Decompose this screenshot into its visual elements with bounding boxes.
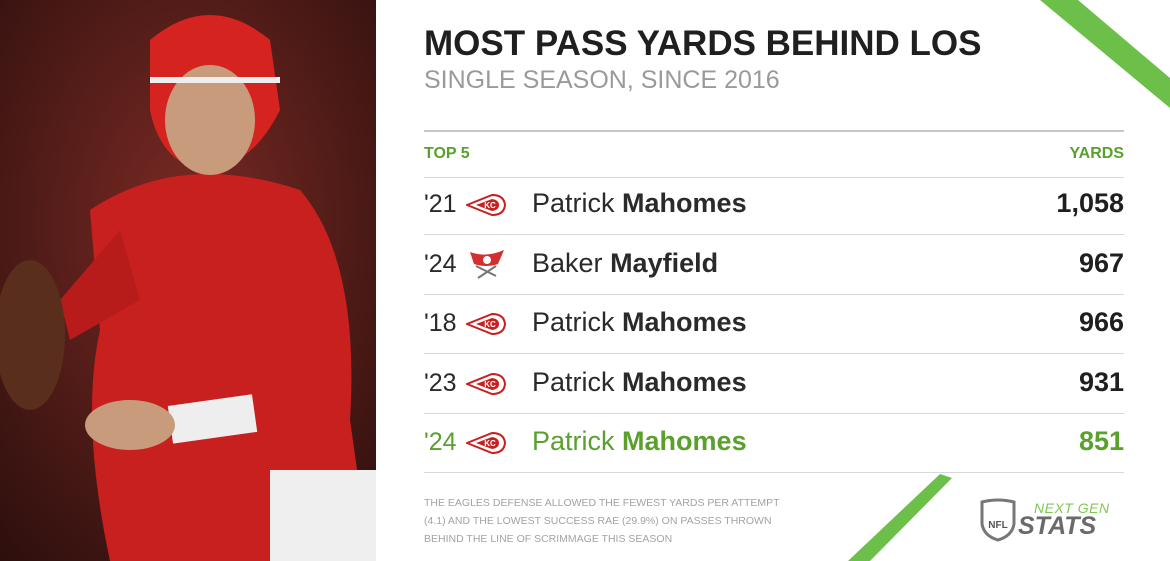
row-divider bbox=[424, 293, 1124, 295]
first-name: Baker bbox=[532, 247, 603, 278]
league-label: NFL bbox=[988, 520, 1007, 531]
yards: 967 bbox=[1078, 247, 1124, 278]
row-divider bbox=[424, 472, 1124, 473]
team-logo bbox=[466, 431, 506, 455]
first-name: Patrick bbox=[532, 188, 615, 218]
team-logo bbox=[466, 372, 506, 396]
last-name: Mahomes bbox=[622, 366, 747, 397]
nfl-shield: NFL bbox=[980, 498, 1016, 542]
footnote-line: BEHIND THE LINE OF SCRIMMAGE THIS SEASON bbox=[424, 533, 673, 545]
player-name: Patrick Mahomes bbox=[532, 307, 747, 338]
last-name: Mahomes bbox=[622, 426, 747, 456]
yards: 1,058 bbox=[1056, 188, 1124, 218]
footnote-line: THE EAGLES DEFENSE ALLOWED THE FEWEST YA… bbox=[424, 497, 780, 509]
yards: 966 bbox=[1078, 307, 1124, 337]
yards: 931 bbox=[1078, 366, 1124, 397]
row-divider bbox=[424, 177, 1124, 178]
player-name: Patrick Mahomes bbox=[532, 367, 747, 398]
title: MOST PASS YARDS BEHIND LOS bbox=[424, 24, 982, 63]
team-logo bbox=[466, 312, 506, 336]
subtitle: SINGLE SEASON, SINCE 2016 bbox=[424, 66, 780, 94]
brand-line: STATS bbox=[1018, 512, 1097, 540]
season: '24 bbox=[424, 249, 457, 278]
footnote-line: (4.1) AND THE LOWEST SUCCESS RAE (29.9%)… bbox=[424, 515, 772, 527]
brand-line: NEXT GEN bbox=[1034, 500, 1110, 516]
last-name: Mahomes bbox=[622, 188, 747, 218]
season: '18 bbox=[424, 309, 457, 337]
row-divider bbox=[424, 412, 1124, 414]
season: '23 bbox=[424, 368, 457, 397]
first-name: Patrick bbox=[532, 366, 615, 397]
player-name: Patrick Mahomes bbox=[532, 188, 747, 219]
first-name: Patrick bbox=[532, 426, 615, 456]
row-divider bbox=[424, 353, 1124, 354]
last-name: Mayfield bbox=[610, 247, 719, 278]
divider bbox=[424, 130, 1124, 132]
player-name: Baker Mayfield bbox=[532, 248, 718, 279]
last-name: Mahomes bbox=[622, 307, 747, 337]
first-name: Patrick bbox=[532, 307, 615, 337]
team-logo bbox=[466, 248, 506, 280]
season: '21 bbox=[424, 190, 457, 218]
yards: 851 bbox=[1078, 426, 1124, 456]
player-name: Patrick Mahomes bbox=[532, 426, 747, 457]
season: '24 bbox=[424, 428, 457, 456]
column-header: TOP 5 bbox=[424, 145, 470, 162]
row-divider bbox=[424, 234, 1124, 235]
team-logo bbox=[466, 193, 506, 217]
column-header: YARDS bbox=[1069, 145, 1124, 162]
player-photo bbox=[0, 0, 376, 561]
